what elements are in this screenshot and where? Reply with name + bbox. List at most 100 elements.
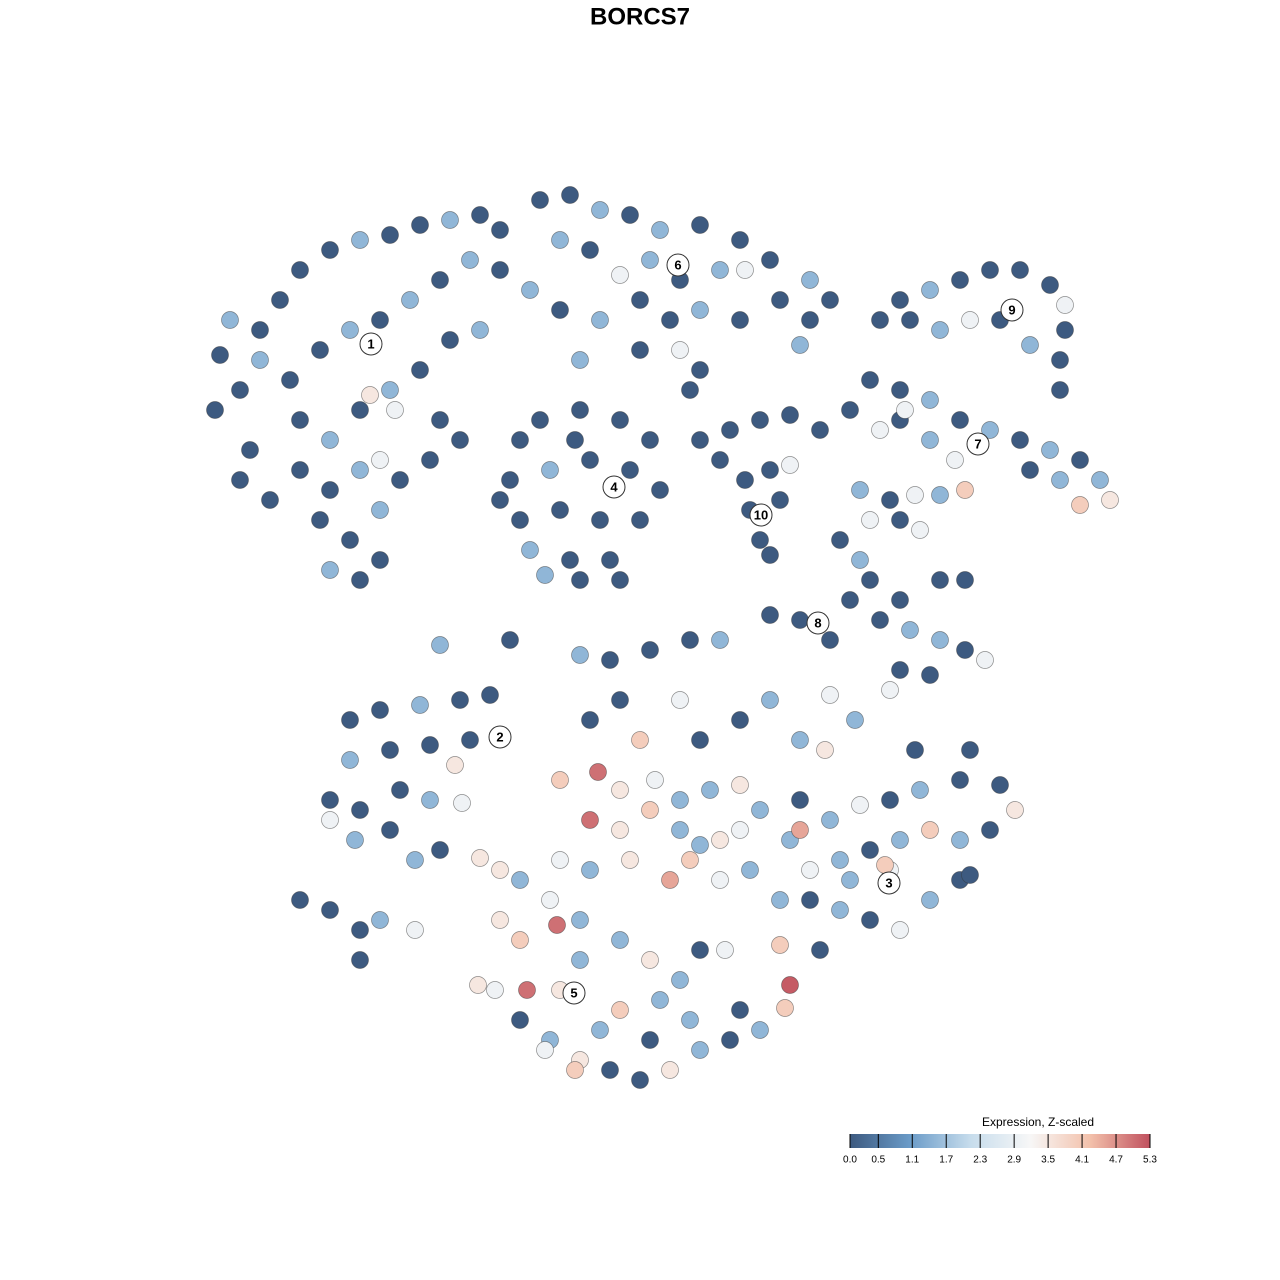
point: [431, 636, 449, 654]
point: [731, 776, 749, 794]
point: [721, 421, 739, 439]
point: [791, 821, 809, 839]
point: [406, 921, 424, 939]
chart-title: BORCS7: [590, 3, 690, 30]
point: [581, 711, 599, 729]
colorbar-tick-label: 2.3: [973, 1155, 987, 1166]
point: [841, 401, 859, 419]
point: [976, 651, 994, 669]
point: [681, 381, 699, 399]
cluster-label-badge: [749, 503, 773, 527]
point: [491, 491, 509, 509]
point: [251, 321, 269, 339]
point: [671, 791, 689, 809]
point: [271, 291, 289, 309]
point: [871, 611, 889, 629]
point: [551, 771, 569, 789]
point: [711, 451, 729, 469]
point: [831, 851, 849, 869]
point: [591, 511, 609, 529]
point: [821, 811, 839, 829]
point: [831, 531, 849, 549]
point: [431, 271, 449, 289]
point: [621, 851, 639, 869]
point: [521, 541, 539, 559]
point: [1101, 491, 1119, 509]
point: [346, 831, 364, 849]
point: [651, 221, 669, 239]
point: [821, 631, 839, 649]
point: [981, 421, 999, 439]
point: [611, 1001, 629, 1019]
point: [321, 431, 339, 449]
point: [791, 336, 809, 354]
point: [861, 571, 879, 589]
point: [801, 311, 819, 329]
point: [981, 261, 999, 279]
point: [631, 731, 649, 749]
point: [861, 911, 879, 929]
point: [801, 271, 819, 289]
point: [518, 981, 536, 999]
point: [421, 451, 439, 469]
point: [641, 641, 659, 659]
point: [1051, 471, 1069, 489]
point: [1021, 461, 1039, 479]
point: [711, 261, 729, 279]
point: [951, 831, 969, 849]
cluster-label: 9: [1008, 302, 1015, 317]
point: [453, 794, 471, 812]
point: [661, 1061, 679, 1079]
point: [461, 731, 479, 749]
point: [281, 371, 299, 389]
point: [791, 611, 809, 629]
point: [566, 431, 584, 449]
cluster-label-badge: [966, 432, 990, 456]
point: [501, 631, 519, 649]
point: [671, 341, 689, 359]
point: [471, 321, 489, 339]
point: [291, 891, 309, 909]
point: [851, 481, 869, 499]
point: [761, 691, 779, 709]
point: [371, 911, 389, 929]
colorbar-tick-label: 0.0: [843, 1155, 857, 1166]
point: [711, 871, 729, 889]
point: [776, 999, 794, 1017]
point: [451, 691, 469, 709]
cluster-label-badge: [488, 725, 512, 749]
point: [371, 501, 389, 519]
point: [241, 441, 259, 459]
point: [791, 791, 809, 809]
point: [691, 836, 709, 854]
point: [761, 461, 779, 479]
point: [446, 756, 464, 774]
cluster-label: 1: [367, 336, 374, 351]
point: [956, 571, 974, 589]
point: [311, 511, 329, 529]
point: [421, 736, 439, 754]
point: [411, 216, 429, 234]
point: [851, 551, 869, 569]
colorbar: [850, 1134, 1150, 1148]
point: [531, 191, 549, 209]
cluster-label-badge: [666, 253, 690, 277]
point: [611, 931, 629, 949]
point: [611, 691, 629, 709]
point: [981, 821, 999, 839]
point: [341, 711, 359, 729]
point: [781, 406, 799, 424]
point: [901, 621, 919, 639]
point: [751, 801, 769, 819]
point: [501, 471, 519, 489]
point: [921, 391, 939, 409]
colorbar-tick-label: 3.5: [1041, 1155, 1055, 1166]
point: [751, 411, 769, 429]
point: [1056, 321, 1074, 339]
point: [1056, 296, 1074, 314]
point: [921, 891, 939, 909]
point: [211, 346, 229, 364]
point: [551, 851, 569, 869]
point: [861, 511, 879, 529]
point: [511, 511, 529, 529]
